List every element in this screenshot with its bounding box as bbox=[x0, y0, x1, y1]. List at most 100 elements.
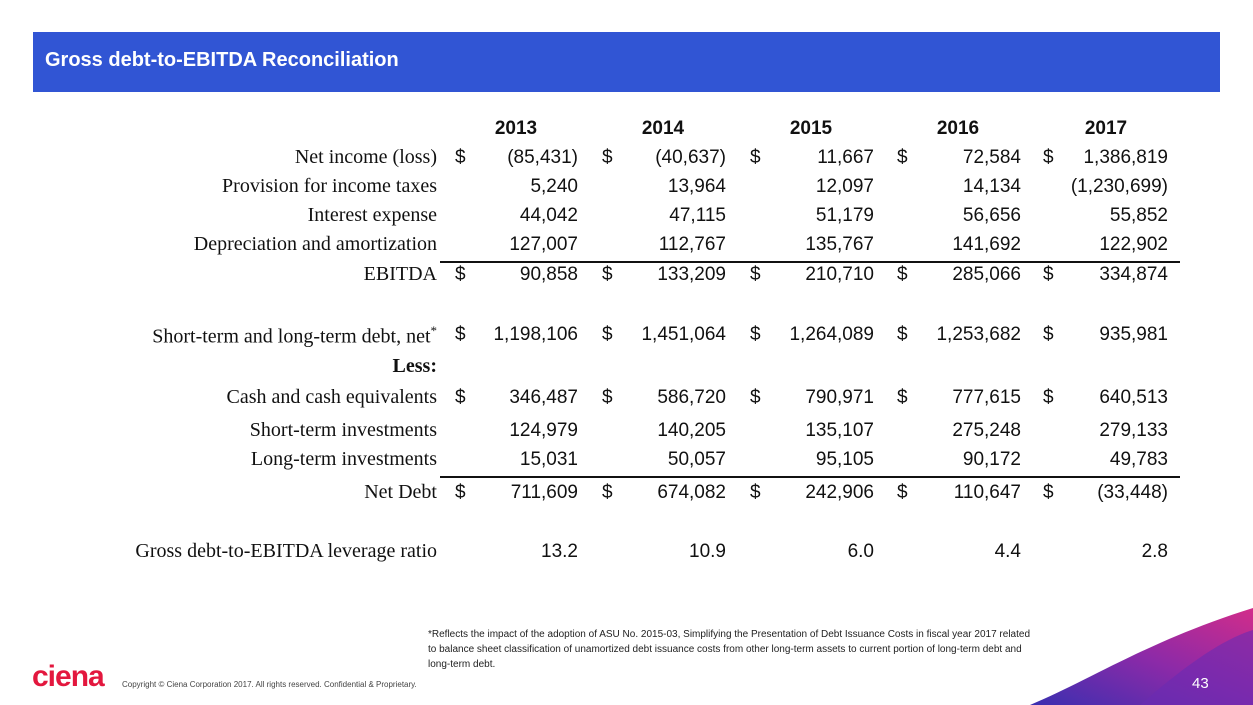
cell-value: 95,105 bbox=[815, 449, 874, 470]
row-label-text: Short-term investments bbox=[249, 419, 437, 441]
currency-symbol: $ bbox=[750, 147, 761, 168]
row-label-text: Interest expense bbox=[307, 204, 437, 226]
currency-symbol: $ bbox=[897, 147, 908, 168]
currency-symbol: $ bbox=[602, 264, 613, 285]
cell-value: 56,656 bbox=[962, 205, 1021, 226]
cell-value: 47,115 bbox=[669, 205, 726, 226]
cell-value: 1,386,819 bbox=[1083, 147, 1168, 168]
row-label: Short-term and long-term debt, net* bbox=[17, 323, 437, 349]
slide-title: Gross debt-to-EBITDA Reconciliation bbox=[45, 49, 399, 71]
cell-value: 72,584 bbox=[962, 147, 1021, 168]
year-header: 2015 bbox=[789, 118, 833, 139]
cell-value: 2.8 bbox=[1141, 541, 1168, 562]
row-label-text: Gross debt-to-EBITDA leverage ratio bbox=[135, 540, 437, 562]
footnote: *Reflects the impact of the adoption of … bbox=[428, 629, 1031, 670]
row-label: Provision for income taxes bbox=[17, 175, 437, 198]
row-label: EBITDA bbox=[17, 263, 437, 286]
cell-value: 112,767 bbox=[658, 234, 726, 255]
currency-symbol: $ bbox=[1043, 147, 1054, 168]
footnote-marker: * bbox=[430, 323, 438, 338]
row-label: Net income (loss) bbox=[17, 146, 437, 169]
cell-value: 346,487 bbox=[509, 387, 578, 408]
cell-value: 1,451,064 bbox=[641, 324, 726, 345]
cell-value: 135,767 bbox=[805, 234, 874, 255]
row-label-text: Long-term investments bbox=[250, 448, 437, 470]
year-header: 2014 bbox=[641, 118, 685, 139]
cell-value: 141,692 bbox=[952, 234, 1021, 255]
cell-value: 711,609 bbox=[510, 482, 578, 503]
row-label-text: Short-term and long-term debt, net bbox=[152, 325, 431, 348]
row-label-text: Cash and cash equivalents bbox=[226, 386, 438, 408]
cell-value: (33,448) bbox=[1097, 482, 1168, 503]
cell-value: 790,971 bbox=[805, 387, 874, 408]
cell-value: 50,057 bbox=[667, 449, 726, 470]
underline bbox=[440, 476, 1180, 478]
currency-symbol: $ bbox=[1043, 387, 1054, 408]
row-label: Gross debt-to-EBITDA leverage ratio bbox=[17, 540, 437, 563]
row-label: Interest expense bbox=[17, 204, 437, 227]
cell-value: 674,082 bbox=[657, 482, 726, 503]
currency-symbol: $ bbox=[1043, 264, 1054, 285]
cell-value: 285,066 bbox=[952, 264, 1021, 285]
currency-symbol: $ bbox=[897, 324, 908, 345]
cell-value: 90,172 bbox=[962, 449, 1021, 470]
currency-symbol: $ bbox=[750, 324, 761, 345]
currency-symbol: $ bbox=[602, 387, 613, 408]
row-label: Cash and cash equivalents bbox=[17, 386, 438, 409]
cell-value: 275,248 bbox=[952, 420, 1021, 441]
row-label-text: Net income (loss) bbox=[294, 146, 437, 168]
cell-value: 122,902 bbox=[1099, 234, 1168, 255]
cell-value: 586,720 bbox=[657, 387, 726, 408]
currency-symbol: $ bbox=[897, 482, 908, 503]
row-label-text: Net Debt bbox=[364, 481, 437, 503]
currency-symbol: $ bbox=[750, 387, 761, 408]
currency-symbol: $ bbox=[455, 324, 466, 345]
cell-value: 49,783 bbox=[1109, 449, 1168, 470]
currency-symbol: $ bbox=[750, 482, 761, 503]
currency-symbol: $ bbox=[1043, 324, 1054, 345]
row-label: Depreciation and amortization bbox=[17, 233, 437, 256]
year-header: 2017 bbox=[1084, 118, 1128, 139]
cell-value: 242,906 bbox=[805, 482, 874, 503]
cell-value: (1,230,699) bbox=[1070, 176, 1168, 197]
currency-symbol: $ bbox=[1043, 482, 1054, 503]
header-bar bbox=[33, 32, 1220, 92]
cell-value: 124,979 bbox=[509, 420, 578, 441]
year-header: 2016 bbox=[936, 118, 980, 139]
logo: ciena bbox=[32, 660, 105, 693]
row-label: Less: bbox=[17, 355, 437, 378]
row-label: Short-term investments bbox=[17, 419, 437, 442]
year-header: 2013 bbox=[494, 118, 538, 139]
cell-value: 1,253,682 bbox=[936, 324, 1021, 345]
currency-symbol: $ bbox=[897, 264, 908, 285]
cell-value: 55,852 bbox=[1109, 205, 1168, 226]
cell-value: 11,667 bbox=[817, 147, 874, 168]
cell-value: 110,647 bbox=[953, 482, 1021, 503]
underline bbox=[440, 261, 1180, 263]
cell-value: 777,615 bbox=[952, 387, 1021, 408]
cell-value: 279,133 bbox=[1099, 420, 1168, 441]
copyright: Copyright © Ciena Corporation 2017. All … bbox=[122, 680, 417, 689]
cell-value: 210,710 bbox=[805, 264, 874, 285]
currency-symbol: $ bbox=[602, 482, 613, 503]
row-label: Net Debt bbox=[17, 481, 437, 504]
cell-value: 935,981 bbox=[1099, 324, 1168, 345]
cell-value: 90,858 bbox=[519, 264, 578, 285]
cell-value: 1,264,089 bbox=[789, 324, 874, 345]
row-label-text: Depreciation and amortization bbox=[193, 233, 437, 255]
currency-symbol: $ bbox=[455, 482, 466, 503]
row-label-text: EBITDA bbox=[363, 263, 437, 285]
cell-value: 127,007 bbox=[509, 234, 578, 255]
row-label-text: Provision for income taxes bbox=[222, 175, 437, 197]
page-number: 43 bbox=[1192, 675, 1209, 692]
cell-value: (85,431) bbox=[507, 147, 578, 168]
cell-value: 1,198,106 bbox=[493, 324, 578, 345]
cell-value: 133,209 bbox=[657, 264, 726, 285]
currency-symbol: $ bbox=[455, 387, 466, 408]
cell-value: 51,179 bbox=[815, 205, 874, 226]
currency-symbol: $ bbox=[602, 324, 613, 345]
cell-value: 10.9 bbox=[689, 541, 726, 562]
currency-symbol: $ bbox=[602, 147, 613, 168]
currency-symbol: $ bbox=[455, 147, 466, 168]
